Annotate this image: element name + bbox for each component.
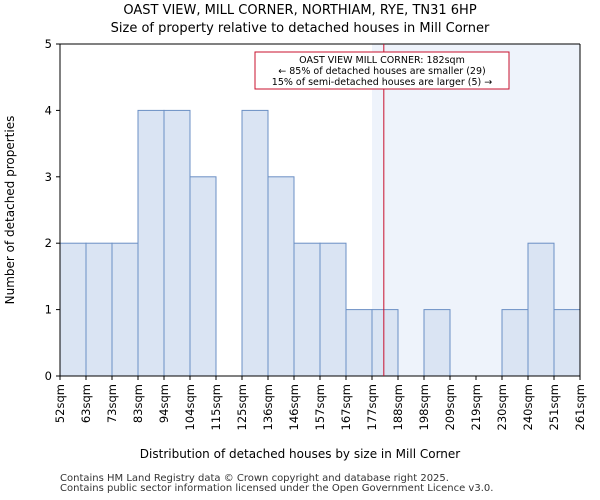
bar-251sqm — [553, 309, 581, 377]
chart-title: OAST VIEW, MILL CORNER, NORTHIAM, RYE, T… — [123, 3, 477, 18]
y-axis-label: Number of detached properties — [3, 116, 17, 305]
bar-177sqm — [371, 309, 399, 377]
x-tick-label-157sqm: 157sqm — [313, 384, 327, 430]
x-tick-label-115sqm: 115sqm — [209, 384, 223, 430]
chart-subtitle: Size of property relative to detached ho… — [111, 21, 490, 36]
footer-copyright: Contains HM Land Registry data © Crown c… — [60, 473, 449, 484]
x-tick-label-261sqm: 261sqm — [573, 384, 587, 430]
bar-125sqm — [241, 109, 269, 377]
annotation-line-2: ← 85% of detached houses are smaller (29… — [278, 66, 485, 77]
x-tick-label-240sqm: 240sqm — [521, 384, 535, 430]
x-tick-label-146sqm: 146sqm — [287, 384, 301, 430]
x-tick-label-251sqm: 251sqm — [547, 384, 561, 430]
annotation-box — [254, 51, 510, 90]
bar-167sqm — [345, 309, 373, 377]
footer-licence: Contains public sector information licen… — [60, 483, 494, 494]
annotation-line-1: OAST VIEW MILL CORNER: 182sqm — [299, 55, 465, 66]
x-tick-label-230sqm: 230sqm — [495, 384, 509, 430]
bar-136sqm — [267, 176, 295, 377]
x-tick-label-198sqm: 198sqm — [417, 384, 431, 430]
x-tick-label-94sqm: 94sqm — [157, 384, 171, 423]
y-tick-label-4: 4 — [45, 103, 52, 117]
bar-146sqm — [293, 242, 321, 377]
x-tick-label-83sqm: 83sqm — [131, 384, 145, 423]
x-tick-label-52sqm: 52sqm — [53, 384, 67, 423]
bar-73sqm — [111, 242, 139, 377]
bar-157sqm — [319, 242, 347, 377]
y-tick-label-1: 1 — [45, 303, 52, 317]
x-axis-label: Distribution of detached houses by size … — [140, 447, 461, 461]
bar-230sqm — [501, 309, 529, 377]
bar-240sqm — [527, 242, 555, 377]
bar-52sqm — [59, 242, 87, 377]
x-tick-label-63sqm: 63sqm — [79, 384, 93, 423]
bar-63sqm — [85, 242, 113, 377]
y-tick-label-0: 0 — [45, 369, 52, 383]
x-tick-label-125sqm: 125sqm — [235, 384, 249, 430]
x-tick-label-104sqm: 104sqm — [183, 384, 197, 430]
annotation-line-3: 15% of semi-detached houses are larger (… — [272, 77, 492, 88]
x-tick-label-219sqm: 219sqm — [469, 384, 483, 430]
bar-94sqm — [163, 109, 191, 377]
y-tick-label-5: 5 — [45, 37, 52, 51]
x-tick-label-136sqm: 136sqm — [261, 384, 275, 430]
x-tick-label-209sqm: 209sqm — [443, 384, 457, 430]
x-tick-label-188sqm: 188sqm — [391, 384, 405, 430]
x-tick-label-177sqm: 177sqm — [365, 384, 379, 430]
bar-83sqm — [137, 109, 165, 377]
y-tick-label-3: 3 — [45, 170, 52, 184]
plot-area: 0 1 2 3 4 5 52sqm 63sqm 73sqm 83sqm 94sqm 104sqm 115… — [45, 37, 587, 430]
bar-198sqm — [423, 309, 451, 377]
y-tick-label-2: 2 — [45, 236, 52, 250]
x-tick-label-167sqm: 167sqm — [339, 384, 353, 430]
x-tick-label-73sqm: 73sqm — [105, 384, 119, 423]
bar-104sqm — [189, 176, 217, 377]
